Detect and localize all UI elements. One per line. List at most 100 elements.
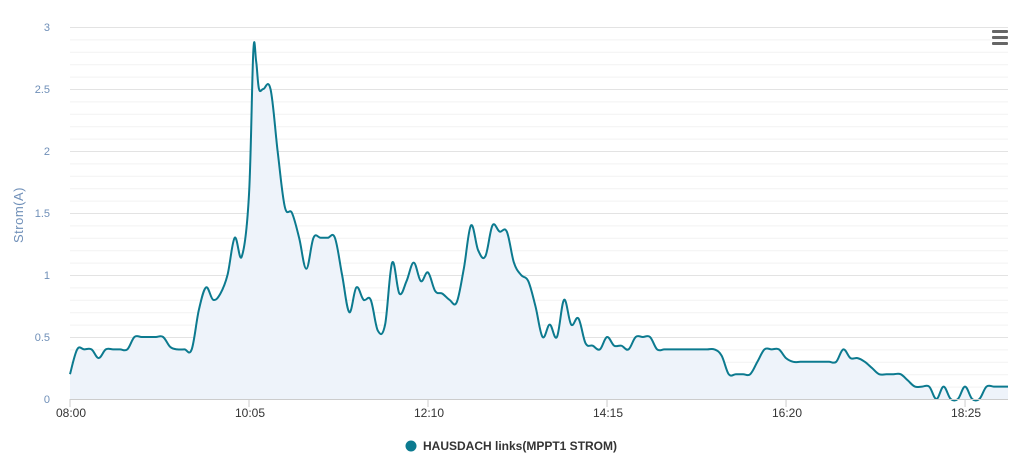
data-point[interactable]: [197, 308, 201, 312]
data-point[interactable]: [226, 273, 230, 277]
data-point[interactable]: [670, 347, 674, 351]
data-point[interactable]: [720, 354, 724, 358]
data-point[interactable]: [405, 279, 409, 283]
data-point[interactable]: [569, 323, 573, 327]
data-point[interactable]: [526, 279, 530, 283]
data-point[interactable]: [999, 385, 1003, 389]
data-point[interactable]: [283, 205, 287, 209]
data-point[interactable]: [383, 323, 387, 327]
data-point[interactable]: [397, 292, 401, 296]
data-point[interactable]: [791, 360, 795, 364]
data-point[interactable]: [312, 236, 316, 240]
data-point[interactable]: [118, 347, 122, 351]
data-point[interactable]: [1006, 385, 1010, 389]
data-point[interactable]: [856, 356, 860, 360]
data-point[interactable]: [190, 347, 194, 351]
data-point[interactable]: [992, 385, 996, 389]
data-point[interactable]: [369, 298, 373, 302]
data-point[interactable]: [491, 223, 495, 227]
data-point[interactable]: [362, 298, 366, 302]
data-point[interactable]: [820, 360, 824, 364]
data-point[interactable]: [469, 223, 473, 227]
data-point[interactable]: [376, 329, 380, 333]
data-point[interactable]: [476, 248, 480, 252]
data-point[interactable]: [326, 236, 330, 240]
data-point[interactable]: [927, 385, 931, 389]
data-point[interactable]: [433, 289, 437, 293]
data-point[interactable]: [734, 372, 738, 376]
data-point[interactable]: [82, 347, 86, 351]
data-point[interactable]: [254, 60, 258, 64]
data-point[interactable]: [211, 298, 215, 302]
data-point[interactable]: [627, 347, 631, 351]
data-point[interactable]: [269, 87, 273, 91]
data-point[interactable]: [863, 360, 867, 364]
data-point[interactable]: [147, 335, 151, 339]
data-point[interactable]: [483, 254, 487, 258]
data-point[interactable]: [727, 372, 731, 376]
data-point[interactable]: [290, 211, 294, 215]
data-point[interactable]: [218, 292, 222, 296]
data-point[interactable]: [333, 236, 337, 240]
data-point[interactable]: [770, 347, 774, 351]
data-point[interactable]: [104, 347, 108, 351]
data-point[interactable]: [541, 335, 545, 339]
data-point[interactable]: [849, 356, 853, 360]
data-point[interactable]: [612, 344, 616, 348]
data-point[interactable]: [748, 372, 752, 376]
data-point[interactable]: [806, 360, 810, 364]
data-point[interactable]: [870, 366, 874, 370]
data-point[interactable]: [68, 372, 72, 376]
data-point[interactable]: [261, 87, 265, 91]
data-point[interactable]: [684, 347, 688, 351]
data-point[interactable]: [598, 347, 602, 351]
data-point[interactable]: [111, 347, 115, 351]
data-point[interactable]: [777, 347, 781, 351]
data-point[interactable]: [891, 372, 895, 376]
data-point[interactable]: [619, 344, 623, 348]
data-point[interactable]: [584, 341, 588, 345]
data-point[interactable]: [884, 372, 888, 376]
data-point[interactable]: [455, 300, 459, 304]
data-point[interactable]: [154, 335, 158, 339]
data-point[interactable]: [426, 271, 430, 275]
data-point[interactable]: [920, 385, 924, 389]
data-point[interactable]: [648, 335, 652, 339]
data-point[interactable]: [591, 344, 595, 348]
data-point[interactable]: [233, 236, 237, 240]
data-point[interactable]: [304, 267, 308, 271]
data-point[interactable]: [347, 310, 351, 314]
data-point[interactable]: [132, 335, 136, 339]
data-point[interactable]: [555, 335, 559, 339]
data-point[interactable]: [140, 335, 144, 339]
data-point[interactable]: [125, 347, 129, 351]
data-point[interactable]: [942, 385, 946, 389]
data-point[interactable]: [548, 323, 552, 327]
data-point[interactable]: [183, 347, 187, 351]
data-point[interactable]: [655, 347, 659, 351]
data-point[interactable]: [906, 378, 910, 382]
data-point[interactable]: [412, 261, 416, 265]
data-point[interactable]: [247, 192, 251, 196]
data-point[interactable]: [440, 292, 444, 296]
data-point[interactable]: [240, 254, 244, 258]
data-point[interactable]: [834, 360, 838, 364]
data-point[interactable]: [297, 236, 301, 240]
data-point[interactable]: [576, 316, 580, 320]
data-point[interactable]: [462, 267, 466, 271]
data-point[interactable]: [755, 360, 759, 364]
data-point[interactable]: [251, 50, 255, 54]
legend[interactable]: HAUSDACH links(MPPT1 STROM): [405, 439, 618, 453]
data-point[interactable]: [75, 347, 79, 351]
data-point[interactable]: [662, 347, 666, 351]
data-point[interactable]: [175, 347, 179, 351]
data-point[interactable]: [963, 385, 967, 389]
data-point[interactable]: [319, 236, 323, 240]
data-point[interactable]: [97, 356, 101, 360]
data-point[interactable]: [512, 261, 516, 265]
data-point[interactable]: [340, 273, 344, 277]
data-point[interactable]: [354, 285, 358, 289]
data-point[interactable]: [161, 335, 165, 339]
data-point[interactable]: [505, 230, 509, 234]
data-point[interactable]: [498, 230, 502, 234]
